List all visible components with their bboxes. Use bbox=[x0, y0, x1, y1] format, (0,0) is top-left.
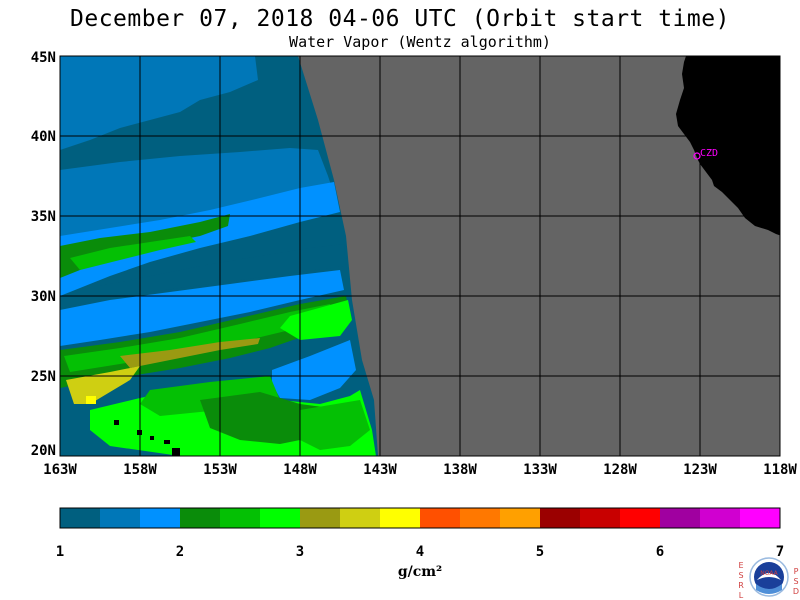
colorbar-swatch bbox=[740, 508, 781, 528]
wv-band-1-75 bbox=[60, 182, 340, 296]
hawaii-island bbox=[164, 440, 170, 444]
lon-label: 133W bbox=[523, 462, 557, 478]
logo-letter: P bbox=[794, 567, 799, 576]
lat-label: 20N bbox=[31, 443, 56, 459]
logo-letter: E bbox=[738, 561, 743, 570]
logo-letter: L bbox=[739, 591, 744, 600]
logo-letter: S bbox=[738, 571, 743, 580]
wv-band-4 bbox=[86, 396, 96, 404]
colorbar-tick-label: 2 bbox=[176, 544, 184, 560]
wv-band-2-5 bbox=[70, 236, 196, 270]
lon-label: 163W bbox=[43, 462, 77, 478]
wv-band-1-75 bbox=[272, 340, 356, 400]
colorbar-tick-label: 1 bbox=[56, 544, 64, 560]
colorbar-tick-label: 5 bbox=[536, 544, 544, 560]
lat-label: 40N bbox=[31, 129, 56, 145]
latitude-labels: 45N 40N 35N 30N 25N 20N bbox=[31, 50, 56, 459]
station-marker bbox=[693, 152, 701, 160]
logo-letter: S bbox=[793, 577, 798, 586]
wv-band-3-25 bbox=[120, 338, 260, 368]
colorbar-swatch bbox=[260, 508, 301, 528]
lon-label: 153W bbox=[203, 462, 237, 478]
colorbar-swatch bbox=[60, 508, 101, 528]
colorbar-swatch bbox=[340, 508, 381, 528]
lat-label: 25N bbox=[31, 369, 56, 385]
colorbar-swatch bbox=[140, 508, 181, 528]
colorbar-tick-label: 3 bbox=[296, 544, 304, 560]
colorbar-swatch bbox=[540, 508, 581, 528]
lon-label: 158W bbox=[123, 462, 157, 478]
colorbar-ticks: 1 2 3 4 5 6 7 bbox=[56, 544, 784, 560]
colorbar-tick-label: 4 bbox=[416, 544, 424, 560]
lat-label: 35N bbox=[31, 209, 56, 225]
colorbar-swatch bbox=[180, 508, 221, 528]
colorbar-swatch bbox=[700, 508, 741, 528]
hawaii-island bbox=[150, 436, 154, 440]
colorbar-swatch bbox=[300, 508, 341, 528]
wv-band-1-75 bbox=[60, 270, 344, 346]
logo-letter: R bbox=[738, 581, 744, 590]
colorbar-tick-label: 7 bbox=[776, 544, 784, 560]
colorbar-unit: g/cm² bbox=[398, 564, 442, 580]
map-title: December 07, 2018 04-06 UTC (Orbit start… bbox=[70, 6, 730, 32]
noaa-logo: NOAA E S R L P S D bbox=[738, 557, 799, 600]
wv-band-2-5 bbox=[300, 400, 370, 450]
colorbar-swatch bbox=[660, 508, 701, 528]
hawaii-island bbox=[114, 420, 119, 425]
colorbar-swatch bbox=[380, 508, 421, 528]
graticule bbox=[60, 56, 780, 456]
wv-band-1-5 bbox=[60, 148, 336, 240]
map-subtitle: Water Vapor (Wentz algorithm) bbox=[289, 33, 551, 51]
colorbar bbox=[60, 508, 781, 528]
lon-label: 128W bbox=[603, 462, 637, 478]
lon-label: 118W bbox=[763, 462, 797, 478]
map-frame bbox=[59, 55, 781, 457]
logo-letter: D bbox=[793, 587, 799, 596]
noaa-logo-name: NOAA bbox=[760, 570, 778, 577]
lon-label: 138W bbox=[443, 462, 477, 478]
colorbar-swatch bbox=[420, 508, 461, 528]
longitude-labels: 163W 158W 153W 148W 143W 138W 133W 128W … bbox=[43, 462, 797, 478]
hawaii-island bbox=[172, 448, 180, 456]
land-mass bbox=[676, 56, 780, 236]
lat-label: 30N bbox=[31, 289, 56, 305]
colorbar-swatch bbox=[220, 508, 261, 528]
colorbar-frame bbox=[59, 507, 781, 529]
station-label: CZD bbox=[700, 148, 718, 159]
colorbar-swatch bbox=[580, 508, 621, 528]
colorbar-swatch bbox=[460, 508, 501, 528]
lon-label: 148W bbox=[283, 462, 317, 478]
lon-label: 123W bbox=[683, 462, 717, 478]
lat-label: 45N bbox=[31, 50, 56, 66]
wv-band-1-5 bbox=[60, 56, 258, 150]
wv-band-1-25 bbox=[60, 244, 346, 308]
noaa-logo-wave bbox=[756, 584, 782, 594]
noaa-logo-bird bbox=[757, 573, 781, 580]
lon-label: 143W bbox=[363, 462, 397, 478]
colorbar-swatch bbox=[100, 508, 141, 528]
map-area bbox=[60, 56, 780, 456]
colorbar-swatch bbox=[500, 508, 541, 528]
wv-band-2-75 bbox=[280, 300, 352, 340]
colorbar-tick-label: 6 bbox=[656, 544, 664, 560]
colorbar-swatch bbox=[620, 508, 661, 528]
